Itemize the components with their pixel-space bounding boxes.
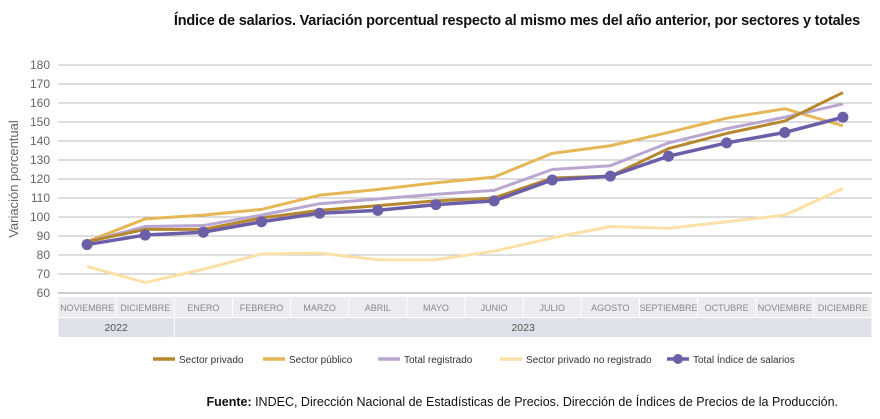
x-tick-label: MARZO bbox=[303, 303, 336, 313]
category-cell bbox=[814, 297, 872, 317]
data-point bbox=[837, 111, 849, 123]
source-label: Fuente: bbox=[206, 395, 252, 409]
category-cell bbox=[174, 297, 232, 317]
y-tick-label: 60 bbox=[37, 286, 51, 300]
y-tick-label: 110 bbox=[31, 191, 50, 205]
x-tick-label: NOVIEMBRE bbox=[60, 303, 114, 313]
category-cell bbox=[639, 297, 698, 317]
category-cell bbox=[291, 297, 349, 317]
legend-label: Total registrado bbox=[404, 355, 473, 366]
category-cell bbox=[116, 297, 174, 317]
data-point bbox=[81, 239, 93, 251]
data-point bbox=[488, 195, 500, 207]
year-cell bbox=[174, 318, 872, 337]
year-label: 2022 bbox=[104, 322, 128, 334]
series-line-3 bbox=[86, 187, 844, 285]
y-tick-label: 100 bbox=[30, 210, 50, 224]
category-cell bbox=[756, 297, 814, 317]
y-tick-label: 130 bbox=[30, 153, 50, 167]
y-tick-label: 180 bbox=[30, 58, 50, 72]
data-point bbox=[779, 126, 791, 138]
category-cell bbox=[349, 297, 407, 317]
data-point bbox=[372, 204, 384, 216]
category-cell bbox=[523, 297, 581, 317]
year-cell bbox=[58, 318, 174, 337]
x-tick-label: NOVIEMBRE bbox=[758, 303, 812, 313]
data-point bbox=[139, 229, 151, 241]
x-tick-label: FEBRERO bbox=[240, 303, 284, 313]
category-cell bbox=[698, 297, 756, 317]
legend-marker bbox=[673, 354, 683, 364]
x-tick-label: ABRIL bbox=[365, 303, 391, 313]
legend-label: Sector privado no registrado bbox=[526, 355, 652, 366]
x-tick-label: MAYO bbox=[423, 303, 449, 313]
series-line-0 bbox=[86, 91, 844, 244]
x-tick-label: DICIEMBRE bbox=[818, 303, 868, 313]
data-point bbox=[663, 150, 674, 162]
y-tick-label: 90 bbox=[37, 229, 51, 243]
y-tick-label: 140 bbox=[30, 134, 50, 148]
x-tick-label: JUNIO bbox=[481, 303, 508, 313]
series-line-1 bbox=[86, 107, 844, 244]
series-line-2 bbox=[86, 102, 844, 244]
x-tick-label: SEPTIEMBRE bbox=[639, 303, 697, 313]
y-tick-label: 150 bbox=[30, 115, 50, 129]
x-tick-label: AGOSTO bbox=[591, 303, 629, 313]
source-text: INDEC, Dirección Nacional de Estadística… bbox=[251, 395, 838, 409]
data-point bbox=[256, 216, 267, 228]
legend-label: Total Índice de salarios bbox=[693, 353, 795, 366]
data-point bbox=[197, 226, 209, 238]
source-note: Fuente: INDEC, Dirección Nacional de Est… bbox=[206, 395, 838, 409]
x-tick-label: DICIEMBRE bbox=[120, 303, 170, 313]
year-label: 2023 bbox=[511, 322, 535, 334]
y-tick-label: 170 bbox=[30, 77, 50, 91]
data-point bbox=[604, 170, 616, 182]
category-cell bbox=[58, 297, 116, 317]
x-tick-label: OCTUBRE bbox=[705, 303, 749, 313]
y-tick-label: 70 bbox=[37, 267, 51, 281]
y-tick-label: 160 bbox=[30, 96, 50, 110]
data-point bbox=[721, 137, 733, 149]
series-line-4 bbox=[86, 115, 844, 247]
y-axis-label: Variación porcentual bbox=[6, 120, 21, 238]
category-cell bbox=[407, 297, 465, 317]
data-point bbox=[546, 174, 558, 186]
x-tick-label: JULIO bbox=[539, 303, 565, 313]
data-point bbox=[314, 207, 326, 219]
legend-label: Sector privado bbox=[179, 355, 244, 366]
legend-label: Sector público bbox=[289, 355, 353, 366]
y-tick-label: 80 bbox=[37, 248, 51, 262]
category-cell bbox=[465, 297, 523, 317]
chart-title: Índice de salarios. Variación porcentual… bbox=[173, 13, 860, 29]
y-tick-label: 120 bbox=[30, 172, 50, 186]
category-cell bbox=[232, 297, 291, 317]
category-cell bbox=[581, 297, 639, 317]
x-tick-label: ENERO bbox=[187, 303, 219, 313]
data-point bbox=[430, 199, 442, 211]
